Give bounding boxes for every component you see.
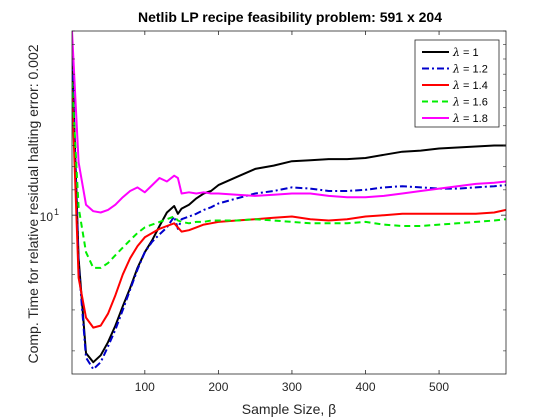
y-tick-label-exponent: 1 bbox=[54, 207, 59, 217]
legend-label: λ = 1 bbox=[452, 46, 479, 59]
series-line-2 bbox=[72, 58, 506, 371]
series-layer bbox=[72, 31, 506, 371]
plot-area: 100 200 300 400 500 10 1 bbox=[40, 30, 507, 394]
legend-box bbox=[414, 39, 500, 128]
series-line-5 bbox=[72, 31, 506, 214]
legend-label: λ = 1.4 bbox=[452, 79, 488, 92]
x-tick-label: 500 bbox=[429, 380, 449, 394]
legend-label: λ = 1.6 bbox=[452, 96, 488, 109]
y-tick-label: 10 bbox=[40, 210, 54, 224]
y-axis-label: Comp. Time for relative residual halting… bbox=[25, 44, 41, 363]
legend-label: λ = 1.2 bbox=[452, 63, 488, 76]
series-line-1 bbox=[72, 56, 506, 364]
axes-box bbox=[71, 30, 507, 375]
y-axis-ticks: 10 1 bbox=[40, 30, 506, 352]
x-axis-label: Sample Size, β bbox=[242, 401, 336, 417]
x-axis-ticks: 100 200 300 400 500 bbox=[135, 31, 449, 394]
legend: λ = 1 λ = 1.2 λ = 1.4 λ = 1.6 λ = 1.8 bbox=[414, 39, 500, 128]
x-tick-label: 400 bbox=[355, 380, 375, 394]
chart-title: Netlib LP recipe feasibility problem: 59… bbox=[138, 9, 442, 25]
x-tick-label: 300 bbox=[282, 380, 302, 394]
x-tick-label: 200 bbox=[208, 380, 228, 394]
x-tick-label: 100 bbox=[135, 380, 155, 394]
series-line-3 bbox=[72, 90, 506, 329]
legend-label: λ = 1.8 bbox=[452, 112, 488, 125]
series-line-4 bbox=[72, 82, 506, 269]
